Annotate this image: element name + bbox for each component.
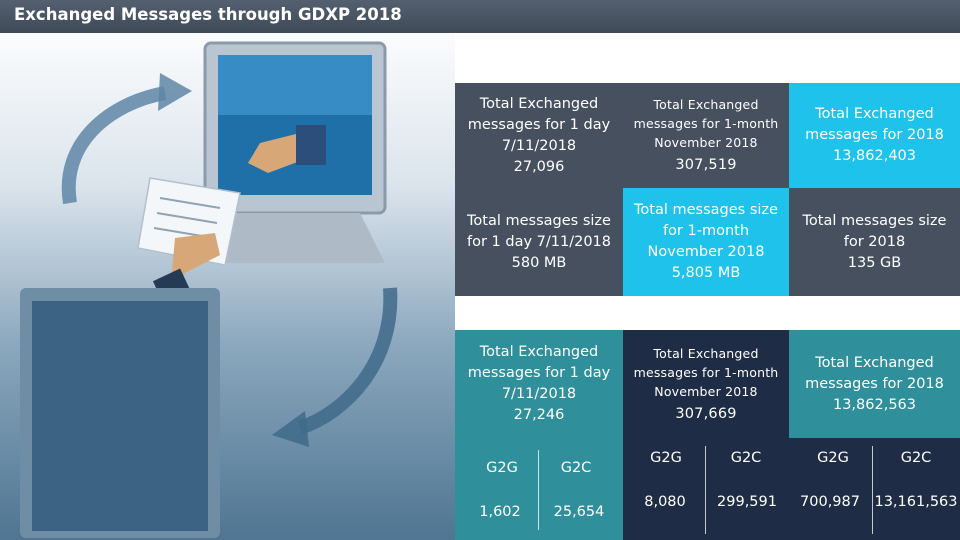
- label-line: for 1-month: [662, 223, 750, 239]
- value: 13,862,403: [832, 148, 917, 164]
- g2c-value: 25,654: [553, 504, 605, 520]
- label-line: Total Exchanged: [815, 354, 934, 371]
- label-line: messages for 1 day: [467, 365, 611, 381]
- month-size-cell: Total messages size for 1-month November…: [623, 188, 789, 296]
- year-size-cell: Total messages size for 2018 135 GB: [789, 188, 960, 296]
- value: 27,246: [513, 407, 565, 423]
- g2c-label: G2C: [730, 450, 762, 466]
- g2g-value: 1,602: [479, 504, 521, 520]
- g2g-label: G2G: [650, 450, 682, 466]
- year-exchanged-cell: Total Exchanged messages for 2018 13,862…: [789, 330, 960, 438]
- computer-handshake-icon: [20, 41, 398, 538]
- page-title: Exchanged Messages through GDXP 2018: [14, 5, 402, 24]
- g2c-label: G2C: [560, 460, 592, 476]
- label-line: Total messages size: [634, 202, 778, 218]
- label-line: Total Exchanged: [653, 345, 759, 361]
- g2c-value: 13,161,563: [874, 494, 958, 510]
- label-line: Total Exchanged: [653, 97, 759, 112]
- value: 580 MB: [511, 254, 567, 271]
- label-line: Total Exchanged: [815, 106, 934, 122]
- title-bar: [0, 0, 960, 33]
- label-line: messages for 1-month: [633, 364, 779, 380]
- breakdown-divider: [872, 446, 873, 534]
- g2g-label: G2G: [817, 450, 849, 466]
- day-messages-cell: Total Exchanged messages for 1 day 7/11/…: [455, 83, 623, 188]
- label-line: for 1 day 7/11/2018: [466, 233, 611, 250]
- label-line: Total messages size: [802, 212, 947, 229]
- label-line: 7/11/2018: [501, 386, 577, 402]
- label-line: messages for 2018: [805, 127, 944, 143]
- label-line: November 2018: [654, 383, 758, 399]
- g2c-label: G2C: [900, 450, 932, 466]
- label-line: November 2018: [647, 244, 765, 260]
- label-line: for 2018: [843, 233, 906, 250]
- g2g-value: 700,987: [800, 494, 860, 510]
- illustration-panel: [0, 33, 455, 540]
- label-line: messages for 1-month: [633, 116, 779, 131]
- value: 135 GB: [847, 254, 902, 271]
- month-messages-cell: Total Exchanged messages for 1-month Nov…: [623, 83, 789, 188]
- label-line: Total messages size: [467, 212, 611, 229]
- value: 27,096: [513, 158, 565, 175]
- label-line: Total Exchanged: [479, 95, 599, 112]
- breakdown-divider: [705, 446, 706, 534]
- label-line: messages for 1 day: [467, 116, 611, 133]
- day-breakdown-cell: G2G G2C 1,602 25,654: [455, 438, 623, 540]
- value: 13,862,563: [832, 396, 917, 413]
- label-line: messages for 2018: [805, 375, 944, 392]
- label-line: Total Exchanged: [479, 344, 599, 360]
- value: 307,519: [675, 157, 737, 173]
- value: 307,669: [675, 405, 737, 422]
- g2c-value: 299,591: [717, 494, 777, 510]
- label-line: 7/11/2018: [501, 137, 577, 154]
- value: 5,805 MB: [671, 265, 741, 281]
- day-size-cell: Total messages size for 1 day 7/11/2018 …: [455, 188, 623, 296]
- g2g-label: G2G: [486, 460, 518, 476]
- month-breakdown-cell: G2G G2C 8,080 299,591: [623, 438, 789, 540]
- day-exchanged-cell: Total Exchanged messages for 1 day 7/11/…: [455, 330, 623, 438]
- month-exchanged-cell: Total Exchanged messages for 1-month Nov…: [623, 330, 789, 438]
- stats-grid: Total Exchanged messages for 1 day 7/11/…: [455, 33, 960, 540]
- breakdown-divider: [538, 450, 539, 530]
- label-line: November 2018: [654, 135, 758, 150]
- g2g-value: 8,080: [644, 494, 686, 510]
- year-messages-cell: Total Exchanged messages for 2018 13,862…: [789, 83, 960, 188]
- year-breakdown-cell: G2G G2C 700,987 13,161,563: [789, 438, 960, 540]
